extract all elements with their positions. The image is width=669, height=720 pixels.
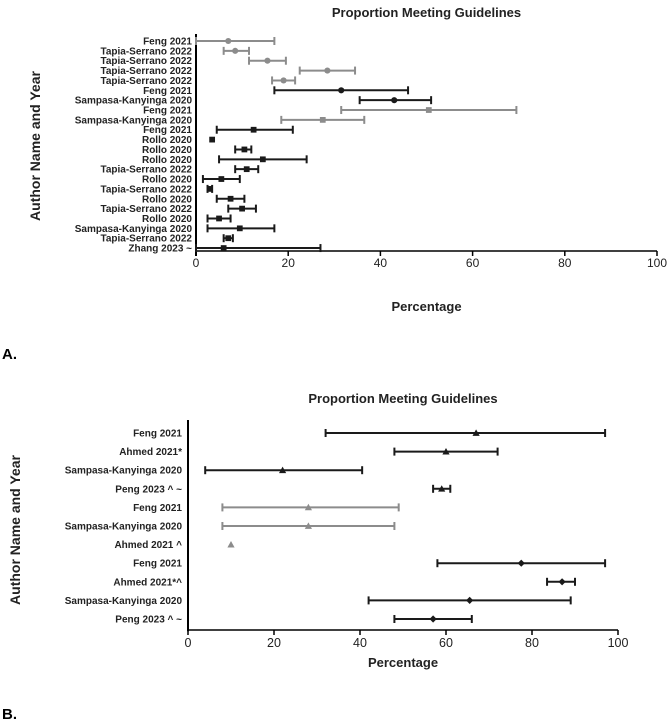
y-axis-title: Author Name and Year (7, 455, 23, 605)
point-estimate (280, 77, 287, 84)
row-label: Tapia-Serrano 2022 (100, 46, 192, 57)
row-label: Tapia-Serrano 2022 (100, 184, 192, 195)
row-label: Sampasa-Kanyinga 2020 (75, 224, 193, 235)
x-tick-label: 60 (439, 636, 453, 650)
point-estimate (225, 235, 232, 242)
x-tick-label: 100 (608, 636, 629, 650)
row-label: Tapia-Serrano 2022 (100, 66, 192, 77)
row-label: Rollo 2020 (142, 145, 192, 156)
chart-title: Proportion Meeting Guidelines (332, 5, 521, 20)
point-estimate (209, 136, 216, 143)
row-label: Rollo 2020 (142, 135, 192, 146)
point-estimate (558, 578, 566, 586)
point-estimate (232, 47, 239, 54)
point-estimate (338, 87, 345, 94)
point-estimate (438, 485, 446, 492)
row-label: Feng 2021 (133, 503, 182, 514)
panel-a-chart: Proportion Meeting Guidelines Author Name… (27, 5, 667, 314)
x-axis-title: Percentage (391, 299, 461, 314)
x-tick-label: 20 (267, 636, 281, 650)
point-estimate (324, 67, 331, 74)
point-estimate (227, 541, 235, 548)
row-label: Feng 2021 (143, 125, 192, 136)
point-estimate (225, 37, 232, 45)
row-label: Peng 2023 ^ ~ (115, 484, 182, 495)
x-tick-label: 80 (525, 636, 539, 650)
point-estimate (517, 559, 525, 567)
x-tick-label: 80 (558, 256, 572, 270)
row-label: Rollo 2020 (142, 175, 192, 186)
point-estimate (216, 215, 222, 222)
point-estimate (250, 126, 257, 133)
x-tick-label: 100 (647, 256, 667, 270)
x-tick-label: 40 (353, 636, 367, 650)
row-label: Rollo 2020 (142, 155, 192, 166)
x-tick-label: 60 (466, 256, 480, 270)
x-axis-title: Percentage (368, 655, 438, 670)
point-estimate (218, 176, 225, 182)
row-label: Sampasa-Kanyinga 2020 (65, 466, 183, 477)
row-label: Sampasa-Kanyinga 2020 (75, 115, 193, 126)
x-tick-label: 0 (193, 256, 200, 270)
row-label: Sampasa-Kanyinga 2020 (65, 522, 183, 533)
row-label: Feng 2021 (143, 106, 192, 117)
chart-title: Proportion Meeting Guidelines (308, 391, 497, 406)
row-label: Feng 2021 (133, 559, 182, 570)
panel-a-label: A. (2, 346, 17, 363)
row-label: Rollo 2020 (142, 194, 192, 205)
row-label: Tapia-Serrano 2022 (100, 56, 192, 67)
row-label: Feng 2021 (143, 37, 192, 48)
x-tick-label: 40 (374, 256, 388, 270)
row-label: Feng 2021 (143, 86, 192, 97)
row-label: Tapia-Serrano 2022 (100, 76, 192, 87)
x-tick-label: 20 (282, 256, 296, 270)
row-label: Sampasa-Kanyinga 2020 (75, 96, 193, 107)
panel-b-chart: Proportion Meeting Guidelines Author Name… (7, 391, 628, 670)
row-label: Rollo 2020 (142, 214, 192, 225)
row-label: Ahmed 2021 ^ (114, 540, 182, 551)
y-axis-title: Author Name and Year (27, 71, 43, 221)
point-estimate (259, 156, 266, 163)
row-label: Feng 2021 (133, 429, 182, 440)
point-estimate (206, 186, 213, 192)
row-label: Tapia-Serrano 2022 (100, 165, 192, 176)
point-estimate (239, 205, 245, 212)
point-estimate (391, 97, 398, 104)
row-label: Tapia-Serrano 2022 (100, 204, 192, 215)
row-label: Ahmed 2021* (119, 447, 182, 458)
panel-b-label: B. (2, 706, 17, 720)
row-label: Sampasa-Kanyinga 2020 (65, 596, 183, 607)
point-estimate (236, 225, 243, 232)
row-label: Zhang 2023 ~ (128, 244, 192, 255)
point-estimate (220, 245, 227, 251)
x-tick-label: 0 (185, 636, 192, 650)
point-estimate (304, 503, 312, 511)
point-estimate (319, 117, 326, 123)
point-estimate (241, 146, 248, 153)
point-estimate (466, 596, 474, 604)
point-estimate (429, 615, 437, 623)
point-estimate (279, 466, 287, 474)
point-estimate (472, 429, 480, 436)
row-label: Tapia-Serrano 2022 (100, 234, 192, 245)
row-label: Peng 2023 ^ ~ (115, 615, 182, 626)
point-estimate (425, 107, 432, 113)
row-label: Ahmed 2021*^ (113, 577, 182, 588)
point-estimate (264, 57, 271, 64)
point-estimate (243, 166, 250, 173)
point-estimate (304, 522, 312, 529)
point-estimate (227, 195, 234, 202)
point-estimate (442, 448, 450, 455)
